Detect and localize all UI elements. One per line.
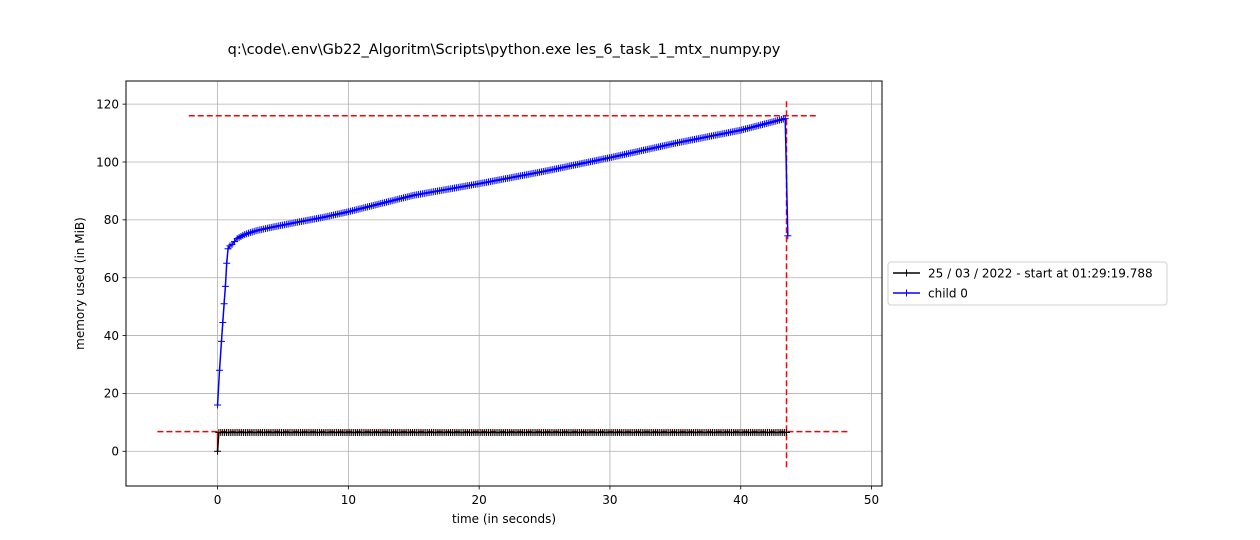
x-tick-label: 0	[214, 493, 222, 507]
legend-swatch-marker	[903, 289, 910, 297]
axis-ticks: 0 10 20 30 40 50 0 20 40 60 80 100 120	[96, 97, 879, 507]
series-layer	[214, 115, 792, 455]
y-tick-label: 60	[104, 271, 119, 285]
chart-title: q:\code\.env\Gb22_Algoritm\Scripts\pytho…	[228, 42, 781, 58]
data-point	[223, 259, 231, 267]
data-point	[784, 232, 792, 240]
series-child-0	[214, 115, 792, 409]
legend: 25 / 03 / 2022 - start at 01:29:19.788 ch…	[887, 261, 1168, 306]
data-point	[221, 282, 229, 290]
series-main-process	[214, 428, 791, 455]
data-point	[216, 366, 224, 374]
y-tick-label: 80	[104, 213, 119, 227]
data-point	[214, 401, 222, 409]
legend-item: 25 / 03 / 2022 - start at 01:29:19.788	[893, 266, 1153, 280]
legend-label: child 0	[928, 286, 968, 300]
data-point	[214, 447, 222, 455]
x-tick-label: 20	[472, 493, 487, 507]
data-point	[217, 337, 225, 345]
legend-label: 25 / 03 / 2022 - start at 01:29:19.788	[928, 266, 1153, 280]
y-tick-label: 120	[96, 97, 119, 111]
x-axis-label: time (in seconds)	[452, 512, 556, 526]
y-tick-label: 100	[96, 155, 119, 169]
data-point	[220, 300, 228, 308]
data-point	[783, 428, 791, 436]
plot-frame	[125, 80, 883, 487]
x-tick-label: 50	[864, 493, 879, 507]
data-point	[219, 319, 227, 327]
data-point	[781, 115, 789, 123]
legend-item: child 0	[893, 286, 968, 300]
legend-box	[887, 261, 1168, 306]
y-tick-label: 20	[104, 387, 119, 401]
x-tick-label: 30	[602, 493, 617, 507]
legend-swatch-marker	[903, 269, 910, 277]
grid-lines	[126, 81, 882, 486]
x-tick-label: 10	[341, 493, 356, 507]
y-tick-label: 40	[104, 329, 119, 343]
x-tick-label: 40	[733, 493, 748, 507]
y-axis-label: memory used (in MiB)	[73, 217, 87, 350]
y-tick-label: 0	[111, 445, 119, 459]
